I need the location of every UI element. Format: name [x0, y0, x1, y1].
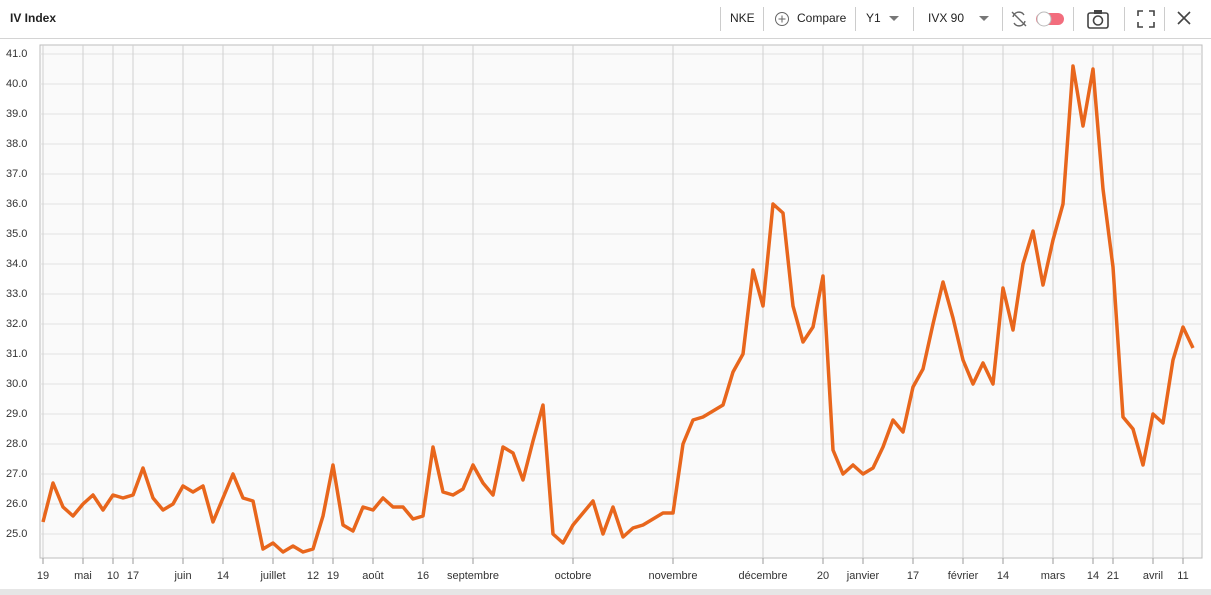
y-tick-label: 40.0	[6, 78, 27, 90]
x-tick-label: 17	[907, 570, 919, 582]
toolbar: IV Index NKE Compare Y1 IVX 90	[0, 0, 1211, 39]
compare-icon[interactable]	[774, 11, 790, 27]
fullscreen-icon[interactable]	[1137, 10, 1155, 28]
toggle[interactable]	[1035, 11, 1065, 27]
x-tick-label: 19	[37, 570, 49, 582]
y-tick-label: 30.0	[6, 378, 27, 390]
iv-line	[41, 64, 1195, 554]
y-tick-label: 34.0	[6, 258, 27, 270]
y-tick-label: 36.0	[6, 198, 27, 210]
x-tick-label: 14	[217, 570, 229, 582]
x-tick-label: 16	[417, 570, 429, 582]
x-tick-label: avril	[1143, 570, 1163, 582]
close-icon[interactable]	[1176, 10, 1192, 26]
x-tick-label: mars	[1041, 570, 1066, 582]
sync-icon[interactable]	[1010, 10, 1028, 28]
dropdown-arrow[interactable]	[978, 15, 990, 23]
y-tick-label: 32.0	[6, 318, 27, 330]
y-tick-label: 33.0	[6, 288, 27, 300]
x-tick-label: octobre	[555, 570, 592, 582]
x-tick-label: 20	[817, 570, 829, 582]
y-tick-label: 27.0	[6, 468, 27, 480]
x-tick-label: 10	[107, 570, 119, 582]
y-tick-label: 41.0	[6, 48, 27, 60]
x-tick-label: janvier	[846, 570, 880, 582]
x-tick-label: juillet	[259, 570, 285, 582]
camera-icon[interactable]	[1086, 8, 1110, 30]
period-select[interactable]: Y1	[866, 11, 881, 25]
plot-area	[39, 44, 1203, 559]
x-tick-label: août	[362, 570, 383, 582]
x-tick-label: mai	[74, 570, 92, 582]
ticker[interactable]: NKE	[730, 11, 755, 25]
dropdown-arrow[interactable]	[888, 15, 900, 23]
x-tick-label: décembre	[739, 570, 788, 582]
x-tick-label: 21	[1107, 570, 1119, 582]
x-tick-label: 14	[1087, 570, 1099, 582]
x-tick-label: 19	[327, 570, 339, 582]
x-tick-label: 14	[997, 570, 1009, 582]
y-tick-label: 25.0	[6, 528, 27, 540]
y-tick-label: 37.0	[6, 168, 27, 180]
compare-button[interactable]: Compare	[797, 11, 847, 25]
y-tick-label: 38.0	[6, 138, 27, 150]
y-tick-label: 29.0	[6, 408, 27, 420]
x-tick-label: 11	[1177, 570, 1188, 582]
panel-title: IV Index	[10, 11, 57, 25]
x-tick-label: septembre	[447, 570, 499, 582]
x-tick-label: 12	[307, 570, 319, 582]
y-tick-label: 26.0	[6, 498, 27, 510]
y-tick-label: 39.0	[6, 108, 27, 120]
x-tick-label: juin	[173, 570, 191, 582]
x-tick-label: novembre	[649, 570, 698, 582]
y-tick-label: 35.0	[6, 228, 27, 240]
y-tick-label: 28.0	[6, 438, 27, 450]
x-tick-label: février	[948, 570, 979, 582]
footer-strip	[0, 589, 1211, 595]
y-tick-label: 31.0	[6, 348, 27, 360]
chart: 25.0 26.0 27.0 28.0 29.0 30.0 31.0 32.0 33.0 34.0…	[6, 44, 1203, 582]
measure-select[interactable]: IVX 90	[928, 11, 965, 25]
x-tick-label: 17	[127, 570, 139, 582]
